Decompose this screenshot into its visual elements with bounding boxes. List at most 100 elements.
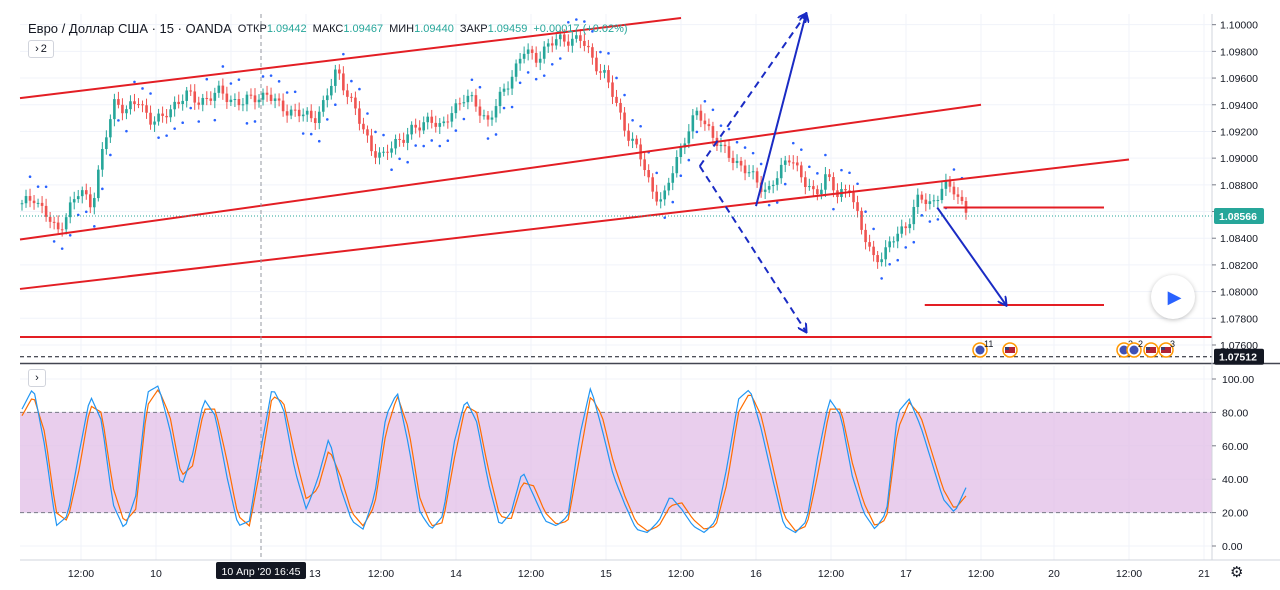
candle-body xyxy=(109,119,112,138)
economic-event-icon[interactable]: 2 xyxy=(1126,339,1143,358)
candle xyxy=(486,110,490,127)
symbol-title[interactable]: Евро / Доллар США · 15 · OANDA xyxy=(28,21,232,36)
candle xyxy=(317,106,321,130)
candle-body xyxy=(209,98,213,101)
open-label: ОТКР xyxy=(237,22,267,35)
channel-line[interactable] xyxy=(19,158,1130,290)
candle-body xyxy=(687,131,691,144)
candle xyxy=(880,252,883,267)
us-flag-icon[interactable] xyxy=(1143,342,1159,358)
candle-body xyxy=(273,98,277,101)
sar-dot xyxy=(84,210,88,214)
candle xyxy=(386,144,389,160)
candle-body xyxy=(579,35,582,41)
candle-body xyxy=(723,144,727,147)
projection-arrow[interactable] xyxy=(698,14,806,167)
candle-body xyxy=(872,246,875,256)
low-value: 1.09440 xyxy=(414,22,454,35)
candle-body xyxy=(550,43,554,46)
us-flag-icon[interactable] xyxy=(1002,342,1018,358)
candle-body xyxy=(362,123,365,130)
candle xyxy=(289,105,293,120)
candle xyxy=(944,173,948,196)
sar-dot xyxy=(888,262,891,266)
candle-body xyxy=(924,199,928,205)
candle-body xyxy=(458,103,462,105)
candle-body xyxy=(317,111,321,124)
replay-button[interactable]: ▶ xyxy=(1151,275,1195,319)
candle xyxy=(530,45,534,60)
sar-dot xyxy=(607,52,610,55)
stochastic-k-line xyxy=(21,385,967,534)
candle xyxy=(40,196,44,214)
channel-line[interactable] xyxy=(19,17,682,100)
candle-body xyxy=(587,45,590,48)
osc-tick-label: 40.00 xyxy=(1222,474,1248,486)
candle xyxy=(904,222,908,236)
time-tick-label: 12:00 xyxy=(368,568,394,580)
candle-body xyxy=(928,201,932,205)
sar-dot xyxy=(494,133,498,136)
candle-body xyxy=(852,192,855,203)
sar-dot xyxy=(213,118,217,122)
candle xyxy=(325,88,329,108)
stochastic-lines xyxy=(21,385,967,534)
us-flag-icon[interactable]: 3 xyxy=(1158,339,1175,358)
projection-arrow[interactable] xyxy=(698,165,806,331)
projection-arrow[interactable] xyxy=(755,14,806,207)
candle xyxy=(113,93,116,127)
sar-dot xyxy=(382,133,385,137)
economic-event-icon[interactable]: 11 xyxy=(972,339,993,358)
candle-body xyxy=(940,188,944,201)
price-tick-label: 1.08200 xyxy=(1220,260,1258,272)
candle-body xyxy=(101,149,104,170)
gear-icon[interactable]: ⚙ xyxy=(1230,564,1244,581)
sar-dot xyxy=(783,182,787,186)
candle-body xyxy=(864,229,867,243)
candle-body xyxy=(410,124,413,135)
price-tick-label: 1.09600 xyxy=(1220,73,1258,85)
candle xyxy=(671,166,675,191)
candle-body xyxy=(755,171,759,183)
candle-body xyxy=(828,174,831,178)
price-tick-label: 1.10000 xyxy=(1220,20,1258,32)
indicators-toggle-button[interactable]: › 2 xyxy=(28,40,54,58)
price-grid xyxy=(20,14,1212,361)
candle-body xyxy=(679,147,683,158)
channel-line[interactable] xyxy=(19,103,982,241)
crosshair-time-tag xyxy=(216,562,306,579)
candle-body xyxy=(880,259,883,263)
sar-dot xyxy=(623,93,626,97)
sar-dot xyxy=(334,103,337,107)
event-badges[interactable]: 11223 xyxy=(972,339,1175,358)
projection-arrow[interactable] xyxy=(936,206,1006,305)
sar-dot xyxy=(687,158,691,162)
candle xyxy=(675,150,679,178)
sar-dot xyxy=(261,75,265,78)
candle-body xyxy=(346,90,349,97)
oscillator-axis[interactable]: 100.00 80.00 60.00 40.00 20.00 0.00 xyxy=(1212,374,1254,553)
drawings-layer[interactable] xyxy=(19,14,1212,358)
candle-body xyxy=(398,138,401,140)
candle-body xyxy=(635,138,638,145)
sar-dot xyxy=(518,81,522,85)
candle xyxy=(494,98,498,123)
candle-body xyxy=(325,95,329,101)
price-axis[interactable]: 1.10000 1.09800 1.09600 1.09400 1.09200 1.090… xyxy=(1212,20,1264,365)
sar-dot xyxy=(743,146,747,149)
candle xyxy=(32,195,36,210)
candle xyxy=(76,189,80,203)
candle xyxy=(482,109,486,120)
candle-body xyxy=(631,138,634,141)
candle xyxy=(466,89,470,110)
candle xyxy=(97,165,100,202)
sar-dot xyxy=(575,18,578,21)
candle xyxy=(538,51,542,71)
candle xyxy=(321,95,325,117)
candle xyxy=(731,150,735,171)
sar-dot xyxy=(639,124,642,128)
oscillator-toggle-button[interactable]: › xyxy=(28,369,46,387)
candle-body xyxy=(64,217,68,230)
candle xyxy=(546,38,550,53)
